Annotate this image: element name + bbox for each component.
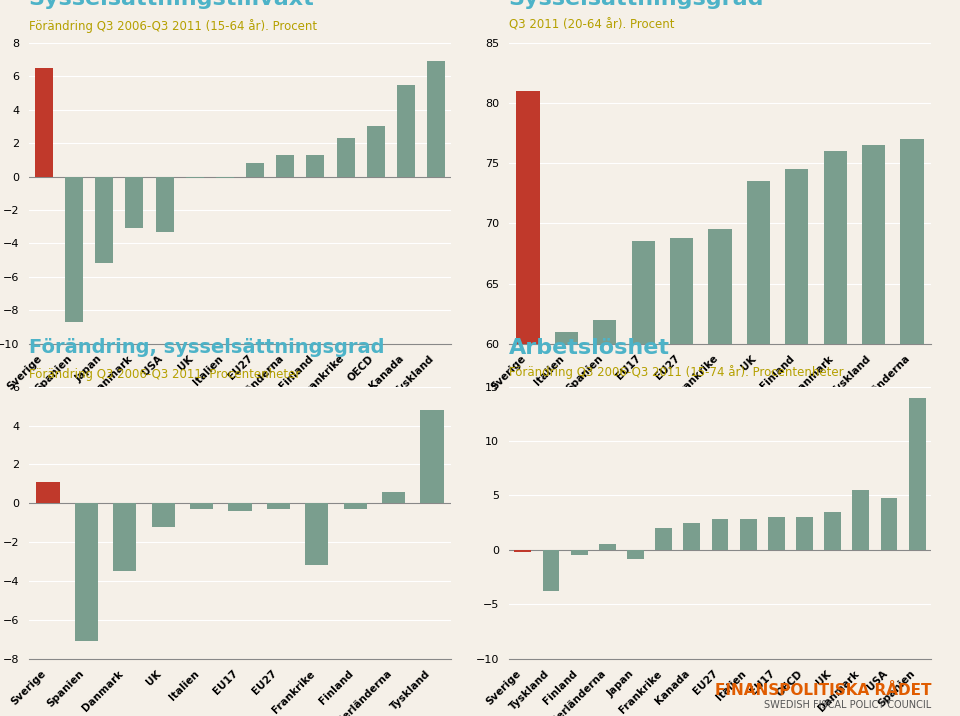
- Bar: [571, 550, 588, 556]
- Bar: [420, 410, 444, 503]
- Bar: [267, 503, 290, 509]
- Bar: [367, 127, 385, 177]
- Text: Förändring Q3 2006-Q3 2011 (15-64 år). Procent: Förändring Q3 2006-Q3 2011 (15-64 år). P…: [29, 19, 317, 33]
- Text: Källa: OECD: Källa: OECD: [376, 439, 443, 449]
- Bar: [656, 528, 672, 550]
- Bar: [228, 503, 252, 511]
- Bar: [824, 151, 847, 716]
- Bar: [396, 84, 415, 177]
- Bar: [747, 181, 770, 716]
- Bar: [708, 229, 732, 716]
- Bar: [632, 241, 655, 716]
- Text: Arbetslöshet: Arbetslöshet: [509, 338, 670, 358]
- Text: Sysselsättningsgrad: Sysselsättningsgrad: [509, 0, 764, 9]
- Bar: [65, 177, 84, 322]
- Bar: [542, 550, 560, 591]
- Bar: [599, 544, 615, 550]
- Text: FINANSPOLITISKA RÅDET: FINANSPOLITISKA RÅDET: [714, 683, 931, 698]
- Text: Förändring Q3 2006-Q3 2011. Procentenheter: Förändring Q3 2006-Q3 2011. Procentenhet…: [29, 367, 300, 381]
- Bar: [740, 519, 756, 550]
- Bar: [246, 163, 264, 177]
- Bar: [75, 503, 98, 642]
- Bar: [670, 238, 693, 716]
- Text: Q3 2011 (20-64 år). Procent: Q3 2011 (20-64 år). Procent: [509, 19, 674, 32]
- Text: Källa: Eurostat: Källa: Eurostat: [842, 439, 923, 449]
- Bar: [344, 503, 367, 509]
- Bar: [768, 517, 784, 550]
- Bar: [305, 503, 328, 566]
- Text: SWEDISH FISCAL POLICY COUNCIL: SWEDISH FISCAL POLICY COUNCIL: [764, 700, 931, 710]
- Bar: [627, 550, 644, 558]
- Bar: [796, 517, 813, 550]
- Bar: [337, 138, 354, 177]
- Bar: [95, 177, 113, 263]
- Bar: [382, 492, 405, 503]
- Bar: [126, 177, 143, 228]
- Bar: [909, 397, 925, 550]
- Bar: [276, 155, 295, 177]
- Text: Förändring Q3 2006-Q3 2011 (15-74 år). Procentenheter: Förändring Q3 2006-Q3 2011 (15-74 år). P…: [509, 365, 844, 379]
- Bar: [825, 512, 841, 550]
- Bar: [306, 155, 324, 177]
- Bar: [35, 68, 53, 177]
- Bar: [156, 177, 174, 232]
- Bar: [152, 503, 175, 526]
- Bar: [216, 177, 234, 178]
- Bar: [555, 332, 578, 716]
- Bar: [880, 498, 898, 550]
- Text: Förändring, sysselsättningsgrad: Förändring, sysselsättningsgrad: [29, 338, 384, 357]
- Bar: [862, 145, 885, 716]
- Bar: [711, 519, 729, 550]
- Bar: [113, 503, 136, 571]
- Bar: [427, 62, 445, 177]
- Bar: [36, 482, 60, 503]
- Bar: [190, 503, 213, 509]
- Bar: [785, 169, 808, 716]
- Bar: [516, 91, 540, 716]
- Bar: [593, 319, 616, 716]
- Bar: [852, 490, 869, 550]
- Bar: [900, 139, 924, 716]
- Bar: [515, 550, 531, 552]
- Bar: [185, 177, 204, 178]
- Bar: [684, 523, 700, 550]
- Text: Sysselsättningstillväxt: Sysselsättningstillväxt: [29, 0, 315, 9]
